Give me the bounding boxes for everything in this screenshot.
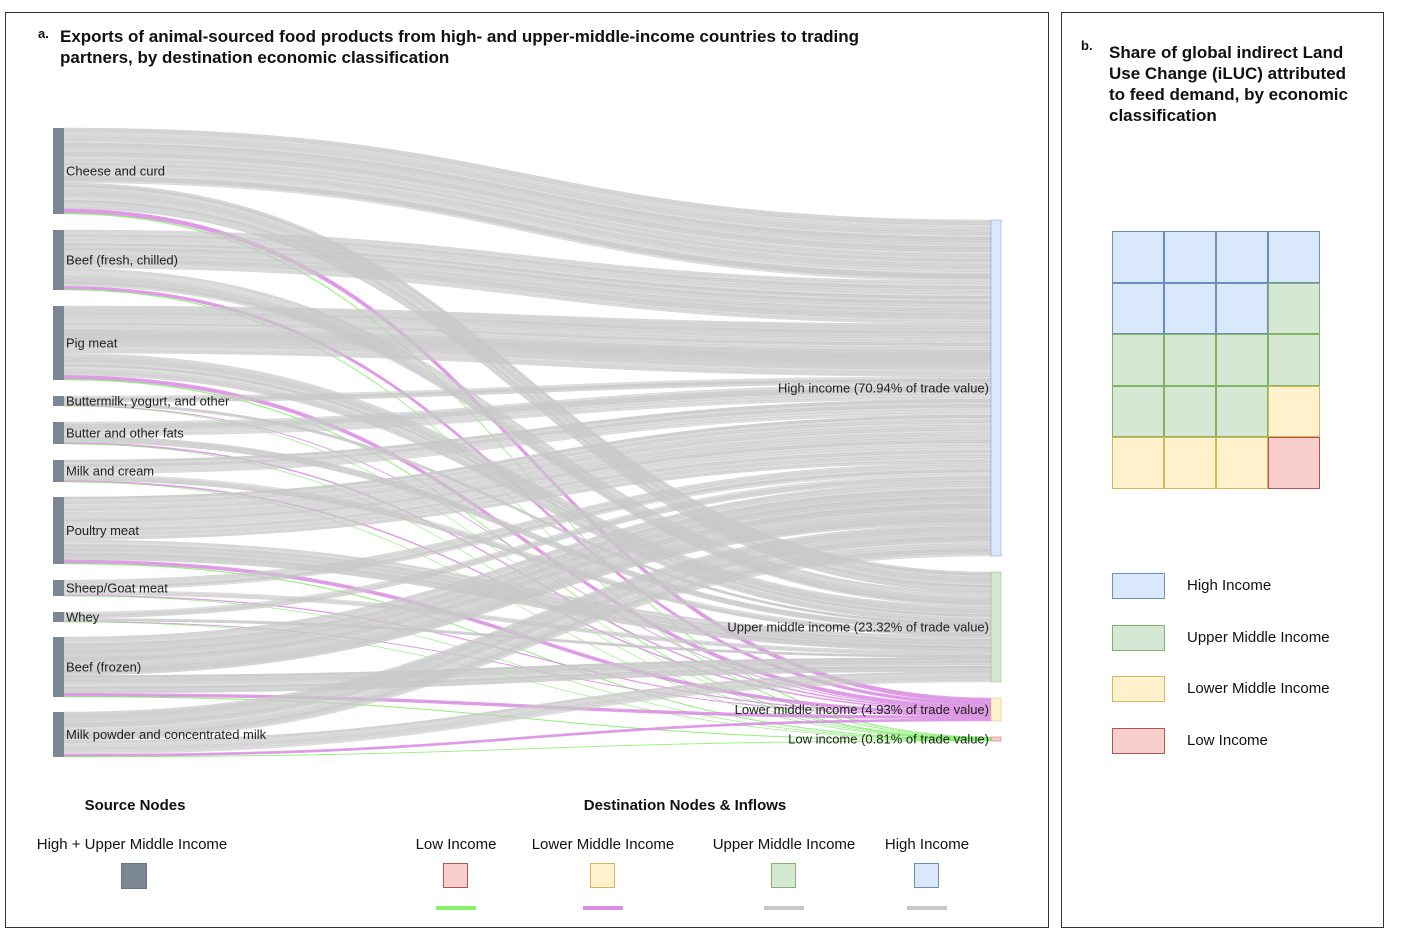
legend-destination-label: Lower Middle Income: [531, 836, 675, 853]
legend-destination-label: High Income: [884, 836, 970, 853]
source-node[interactable]: [53, 497, 64, 564]
waffle-cell-high: [1164, 282, 1216, 335]
panel-b-letter: b.: [1081, 38, 1093, 53]
legend-label: Lower Middle Income: [1187, 680, 1330, 697]
legend-swatch-low: [1112, 727, 1165, 754]
destination-node-label: High income (70.94% of trade value): [778, 381, 989, 396]
sankey-destination-nodes: [990, 219, 1002, 742]
waffle-chart: [1112, 231, 1320, 489]
source-node[interactable]: [53, 580, 64, 596]
waffle-cell-high: [1216, 282, 1268, 335]
waffle-cell-upper-middle: [1268, 282, 1320, 335]
legend-label: Low Income: [1187, 731, 1268, 749]
source-node[interactable]: [53, 230, 64, 290]
source-node[interactable]: [53, 460, 64, 482]
legend-source-label: High + Upper Middle Income: [36, 836, 228, 853]
waffle-cell-upper-middle: [1268, 334, 1320, 386]
panel-b-title: Share of global indirect Land Use Change…: [1109, 42, 1348, 126]
source-node[interactable]: [53, 637, 64, 697]
waffle-cell-upper-middle: [1112, 385, 1164, 438]
destination-node-label: Lower middle income (4.93% of trade valu…: [735, 702, 989, 717]
sankey-labels: Cheese and curd Beef (fresh, chilled) Pig …: [66, 164, 989, 747]
waffle-cell-high: [1268, 231, 1320, 283]
source-node-label: Whey: [66, 610, 100, 625]
panel-a-title: Exports of animal-sourced food products …: [60, 26, 859, 68]
source-node-label: Beef (fresh, chilled): [66, 253, 178, 268]
source-node[interactable]: [53, 712, 64, 757]
source-node-label: Butter and other fats: [66, 426, 184, 441]
legend-label: High Income: [1187, 577, 1272, 594]
waffle-cell-upper-middle: [1164, 334, 1216, 386]
source-node[interactable]: [53, 612, 64, 622]
legend-source-swatch: [121, 863, 147, 889]
waffle-cell-lower-middle: [1164, 437, 1216, 489]
panel-a-title-line1: Exports of animal-sourced food products …: [60, 27, 860, 46]
legend-swatch-lower-middle: [590, 863, 615, 888]
destination-node-lower-middle[interactable]: [990, 697, 1002, 722]
legend-flow-color-high: [907, 906, 947, 910]
source-node[interactable]: [53, 396, 64, 406]
waffle-cell-upper-middle: [1216, 334, 1268, 386]
sankey-source-nodes: [53, 128, 64, 757]
source-node[interactable]: [53, 422, 64, 444]
waffle-cell-lower-middle: [1216, 437, 1268, 489]
legend-flow-color-lower-middle: [583, 906, 623, 910]
sankey-flows: [63, 127, 992, 758]
panel-b-title-line1: Share of global indirect Land: [1109, 43, 1344, 62]
source-node-label: Cheese and curd: [66, 164, 165, 179]
panel-a-letter: a.: [38, 26, 49, 41]
legend-destination-heading: Destination Nodes & Inflows: [583, 797, 787, 814]
waffle-cell-high: [1112, 231, 1164, 283]
source-node-label: Milk powder and concentrated milk: [66, 727, 267, 742]
panel-a-title-line2: partners, by destination economic classi…: [60, 48, 450, 67]
legend-label: Upper Middle Income: [1187, 628, 1330, 646]
legend-swatch-upper-middle: [1112, 624, 1165, 651]
legend-swatch-low: [443, 863, 468, 888]
waffle-cell-upper-middle: [1216, 385, 1268, 438]
waffle-cell-upper-middle: [1112, 334, 1164, 386]
legend-flow-color-low: [436, 906, 476, 910]
panel-b-title-line2: Use Change (iLUC) attributed: [1109, 64, 1347, 83]
source-node-label: Sheep/Goat meat: [66, 581, 168, 596]
waffle-cell-upper-middle: [1164, 385, 1216, 438]
legend-swatch-upper-middle: [771, 863, 796, 888]
waffle-cell-high: [1164, 231, 1216, 283]
legend-source-heading: Source Nodes: [84, 797, 186, 814]
destination-node-label: Low income (0.81% of trade value): [788, 732, 989, 747]
legend-destination-label: Upper Middle Income: [712, 836, 856, 853]
sankey-diagram: Cheese and curd Beef (fresh, chilled) Pig …: [53, 127, 1002, 758]
source-node-label: Milk and cream: [66, 464, 154, 479]
source-node[interactable]: [53, 128, 64, 214]
waffle-cell-high: [1216, 231, 1268, 283]
legend-swatch-lower-middle: [1112, 676, 1165, 702]
legend-swatch-high: [1112, 573, 1165, 599]
source-node-label: Pig meat: [66, 336, 118, 351]
legend-destination-label: Low Income: [415, 836, 497, 853]
destination-node-label: Upper middle income (23.32% of trade val…: [727, 620, 989, 635]
source-node-label: Beef (frozen): [66, 660, 141, 675]
legend-swatch-high: [914, 863, 939, 888]
destination-node-low[interactable]: [990, 736, 1002, 742]
source-node-label: Poultry meat: [66, 523, 139, 538]
legend-flow-color-upper-middle: [764, 906, 804, 910]
destination-node-upper-middle[interactable]: [990, 571, 1002, 683]
source-node-label: Buttermilk, yogurt, and other: [66, 394, 230, 409]
panel-b-title-line3: to feed demand, by economic: [1109, 85, 1348, 104]
destination-node-high[interactable]: [990, 219, 1002, 557]
waffle-cell-low: [1268, 437, 1320, 489]
panel-b-title-line4: classification: [1109, 106, 1217, 125]
waffle-cell-lower-middle: [1112, 437, 1164, 489]
waffle-cell-high: [1112, 282, 1164, 335]
waffle-cell-lower-middle: [1268, 385, 1320, 438]
source-node[interactable]: [53, 306, 64, 380]
